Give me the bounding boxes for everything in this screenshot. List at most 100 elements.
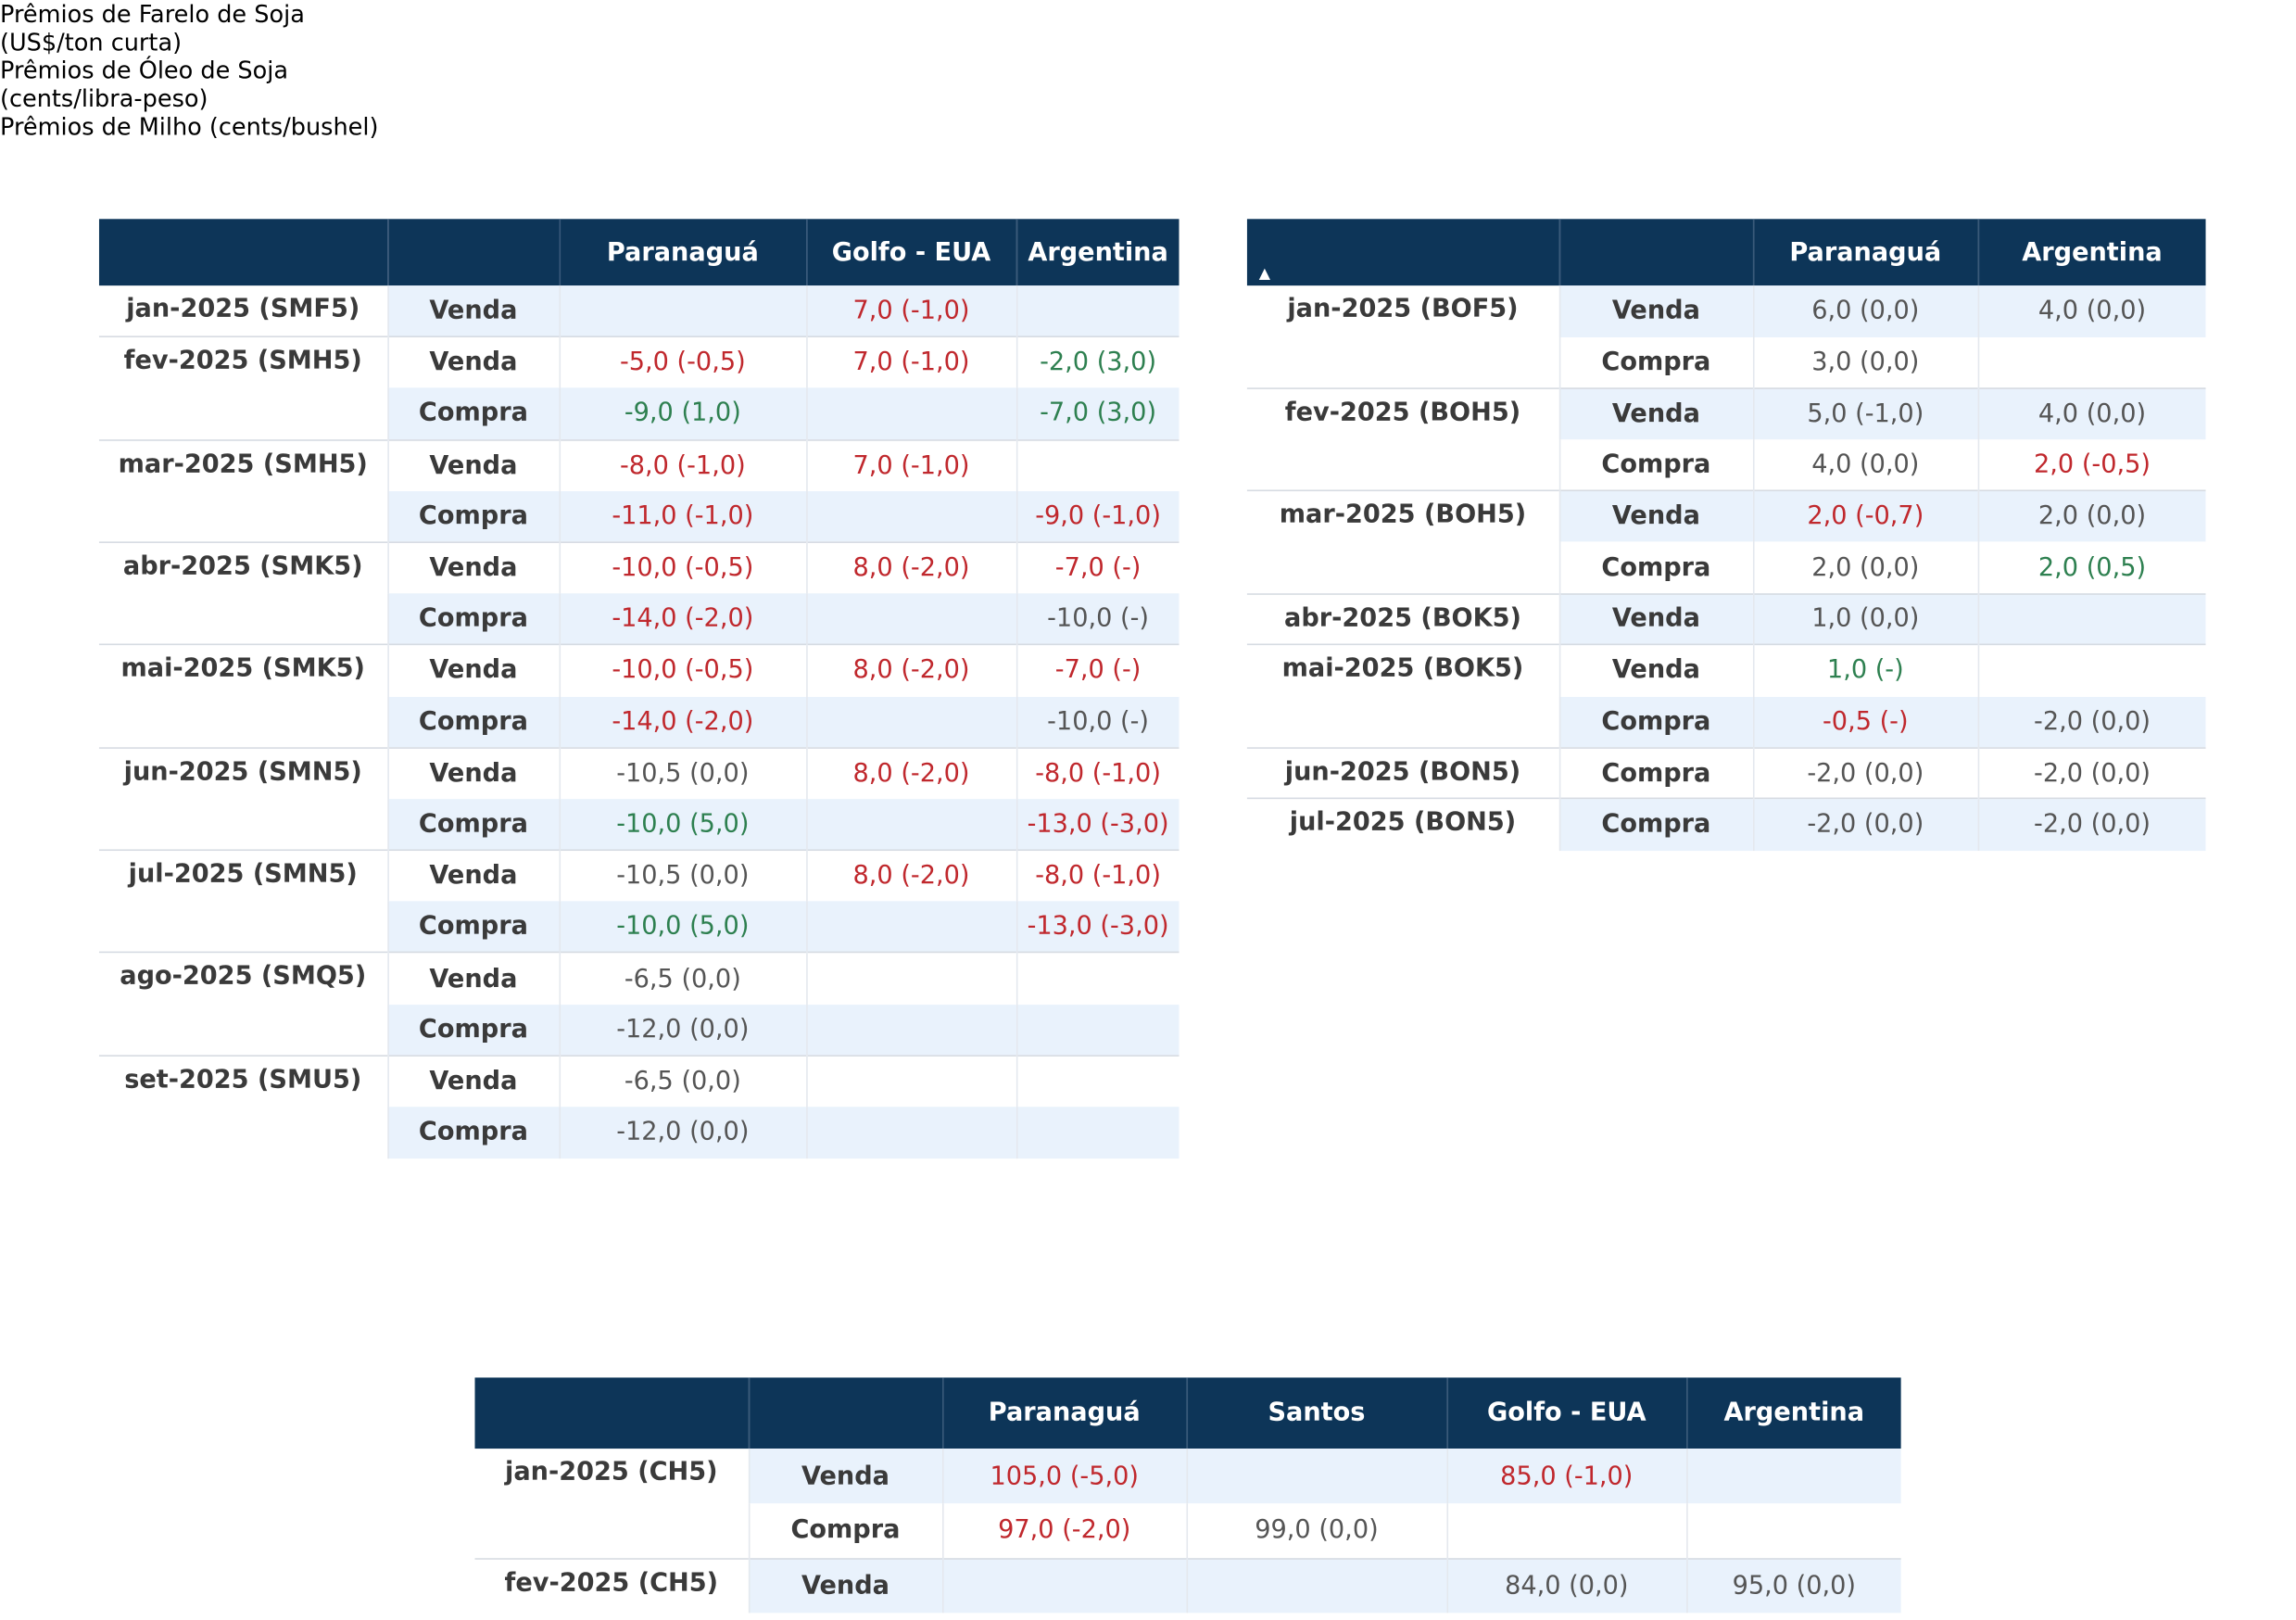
column-header: Santos [1185, 1377, 1447, 1449]
premium-cell: -2,0 (0,0) [1976, 696, 2206, 748]
premium-cell: 8,0 (-2,0) [805, 849, 1016, 902]
empty-cell [558, 285, 807, 337]
column-header: Argentina [1685, 1377, 1901, 1449]
side-cell: Venda [386, 644, 560, 697]
data-row: Compra -10,0 (5,0) -13,0 (-3,0) [99, 798, 1180, 851]
contract-cell: jan-2025 (SMF5) [126, 294, 360, 324]
side-cell: Compra [1558, 798, 1753, 851]
side-cell: Venda [1558, 592, 1753, 645]
data-row: Compra 4,0 (0,0) 2,0 (-0,5) [1247, 439, 2206, 491]
empty-cell [1016, 952, 1180, 1005]
premium-cell: -14,0 (-2,0) [558, 696, 807, 748]
contract-cell: abr-2025 (BOK5) [1246, 592, 1559, 645]
premium-cell: 2,0 (0,0) [1752, 542, 1978, 594]
data-row: Compra -9,0 (1,0) -7,0 (3,0) [99, 387, 1180, 440]
premium-cell: 95,0 (0,0) [1685, 1557, 1901, 1614]
header-row: ▲ Paranaguá Argentina [1246, 219, 2206, 286]
premium-cell: 97,0 (-2,0) [941, 1503, 1187, 1559]
side-cell: Venda [386, 541, 560, 594]
data-row: abr-2025 (SMK5) Venda -10,0 (-0,5) 8,0 (-2,… [98, 541, 1180, 645]
premium-cell: 4,0 (0,0) [1752, 439, 1978, 491]
side-cell: Compra [386, 798, 560, 851]
data-row: mai-2025 (SMK5) Venda -10,0 (-0,5) 8,0 (-2,… [98, 644, 1180, 748]
side-cell: Venda [1558, 489, 1753, 543]
side-cell: Compra [386, 1107, 560, 1158]
empty-cell [1976, 644, 2206, 697]
contract-cell: jan-2025 (CH5) [505, 1457, 718, 1487]
premium-cell: -12,0 (0,0) [558, 1004, 807, 1056]
data-row: Compra 3,0 (0,0) [1247, 336, 2206, 388]
header-row: Paranaguá Golfo - EUA Argentina [98, 219, 1180, 286]
contract-cell: jul-2025 (BON5) [1246, 798, 1559, 851]
premium-cell: -0,5 (-) [1752, 696, 1978, 748]
side-cell: Compra [1558, 439, 1753, 491]
premium-cell: -5,0 (-0,5) [558, 335, 807, 388]
premium-cell: -9,0 (-1,0) [1016, 490, 1180, 543]
premium-cell: -10,0 (-) [1016, 696, 1180, 748]
contract-cell: jun-2025 (SMN5) [98, 746, 388, 851]
data-row: abr-2025 (BOK5) Venda 1,0 (0,0) [1246, 592, 2206, 645]
premium-cell: 99,0 (0,0) [1185, 1503, 1447, 1559]
premium-cell: 7,0 (-1,0) [805, 335, 1016, 388]
sort-icon[interactable]: ▲ [1258, 266, 1271, 283]
side-cell: Venda [1558, 644, 1753, 697]
premium-table: ▲ Paranaguá Argentina jan-2025 (BOF5) Venda 6… [1246, 219, 2206, 851]
premium-cell: -2,0 (3,0) [1016, 335, 1180, 388]
premium-cell: -8,0 (-1,0) [558, 438, 807, 491]
premium-table: Paranaguá Golfo - EUA Argentina jan-2025 (S… [98, 219, 1180, 1158]
side-cell: Compra [1558, 336, 1753, 388]
data-row: set-2025 (SMU5) Venda -6,5 (0,0) [98, 1055, 1180, 1158]
side-cell: Venda [386, 285, 560, 337]
side-cell: Venda [1558, 285, 1753, 337]
empty-cell [1016, 1004, 1180, 1056]
contract-cell: mai-2025 (BOK5) [1246, 644, 1559, 748]
header-cell: ▲ [1246, 219, 1559, 286]
premium-cell: -12,0 (0,0) [558, 1107, 807, 1158]
data-row: jan-2025 (SMF5) Venda 7,0 (-1,0) [99, 285, 1180, 337]
data-row: Compra -14,0 (-2,0) -10,0 (-) [99, 696, 1180, 748]
premium-cell: -10,0 (-0,5) [558, 541, 807, 594]
contract-cell: fev-2025 (CH5) [474, 1557, 749, 1614]
data-row: ago-2025 (SMQ5) Venda -6,5 (0,0) [98, 952, 1180, 1056]
empty-cell [805, 1055, 1016, 1107]
side-cell: Compra [386, 593, 560, 645]
table-title: (cents/libra-peso) [0, 84, 208, 113]
contract-cell: mar-2025 (BOH5) [1246, 489, 1559, 594]
empty-cell [805, 387, 1016, 440]
side-cell: Venda [748, 1557, 943, 1614]
data-row: jun-2025 (SMN5) Venda -10,5 (0,0) 8,0 (-2,0… [98, 746, 1180, 851]
premium-cell: 2,0 (0,0) [1976, 489, 2206, 543]
premium-cell: 8,0 (-2,0) [805, 541, 1016, 594]
empty-cell [805, 593, 1016, 645]
premium-table: Paranaguá Santos Golfo - EUA Argentina jan-2… [474, 1377, 1901, 1614]
premium-cell: -2,0 (0,0) [1976, 798, 2206, 851]
side-cell: Compra [1558, 542, 1753, 594]
data-row: Compra 2,0 (0,0) 2,0 (0,5) [1247, 542, 2206, 594]
empty-cell [1016, 438, 1180, 491]
data-row: mar-2025 (BOH5) Venda 2,0 (-0,7) 2,0 (0,0) [1246, 489, 2206, 594]
column-header: Golfo - EUA [1445, 1377, 1687, 1449]
empty-cell [805, 952, 1016, 1005]
empty-cell [1976, 592, 2206, 645]
premium-cell: -2,0 (0,0) [1752, 746, 1978, 799]
premium-cell: 4,0 (0,0) [1976, 387, 2206, 440]
header-cell [1558, 219, 1753, 286]
empty-cell [1685, 1503, 1901, 1559]
empty-cell [1016, 285, 1180, 337]
side-cell: Venda [386, 952, 560, 1005]
premium-cell: 7,0 (-1,0) [805, 438, 1016, 491]
empty-cell [1185, 1557, 1447, 1614]
premium-cell: -10,0 (5,0) [558, 901, 807, 954]
premium-cell: -13,0 (-3,0) [1016, 901, 1180, 954]
empty-cell [1016, 1107, 1180, 1158]
data-row: fev-2025 (CH5) Venda 84,0 (0,0) 95,0 (0,0) [474, 1557, 1901, 1614]
premium-cell: 85,0 (-1,0) [1445, 1449, 1687, 1504]
empty-cell [941, 1557, 1187, 1614]
data-row: jul-2025 (BON5) Compra -2,0 (0,0) -2,0 (0,0… [1246, 798, 2206, 851]
premium-cell: -8,0 (-1,0) [1016, 746, 1180, 799]
premium-cell: -6,5 (0,0) [558, 952, 807, 1005]
premium-cell: -10,0 (-) [1016, 593, 1180, 645]
premium-cell: -2,0 (0,0) [1752, 798, 1978, 851]
